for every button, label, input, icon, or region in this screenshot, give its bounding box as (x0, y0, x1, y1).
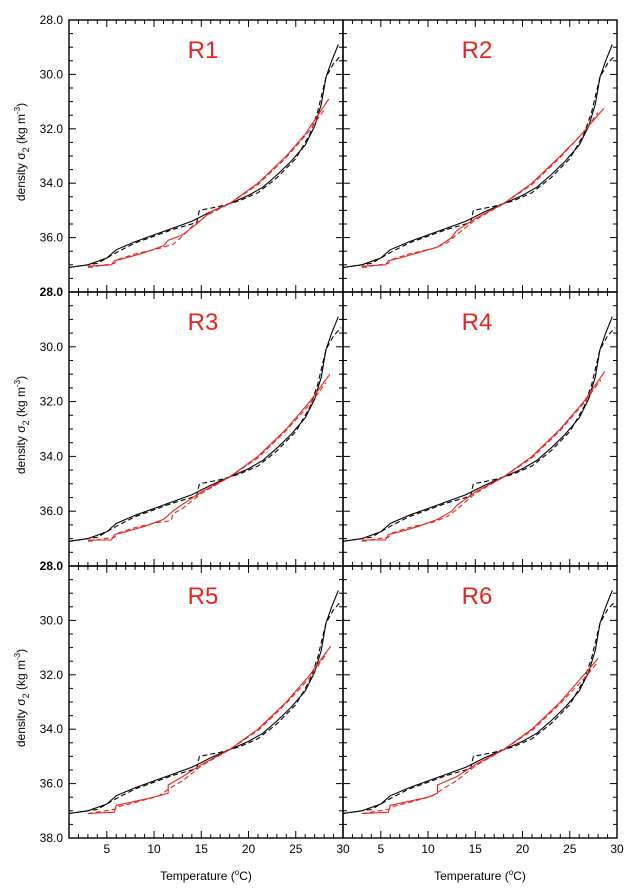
y-axis-title: density σ2 (kg m-3) (13, 649, 31, 747)
reference-dashed-line (343, 601, 616, 815)
panel-r5: R5 28.0 30.0 32.0 34.0 36.0 38.0 5 10 15 20 25 30 (40, 559, 350, 856)
model-dashed-line (361, 663, 597, 815)
panel-grid: R1 28.0 30.0 32.0 34.0 36.0 R2 R3 28.0 30.0 32.0 34… (40, 13, 624, 856)
y-tick-label: 34.0 (40, 176, 64, 190)
reference-solid-line (343, 316, 613, 542)
y-tick-label: 34.0 (40, 722, 64, 736)
y-axis-title: density σ2 (kg m-3) (13, 103, 31, 201)
x-tick-label: 30 (336, 842, 350, 856)
panel-title: R2 (462, 37, 493, 64)
y-tick-label: 36.0 (40, 231, 64, 245)
panel-r4: R4 (342, 291, 618, 567)
reference-dashed-line (69, 55, 342, 269)
panel-title: R1 (188, 37, 219, 64)
model-solid-line (361, 371, 606, 542)
x-tick-label: 10 (147, 842, 161, 856)
y-tick-label: 36.0 (40, 504, 64, 518)
x-tick-label: 25 (563, 842, 577, 856)
panel-r3: R3 28.0 30.0 32.0 34.0 36.0 (40, 285, 344, 567)
x-tick-label: 30 (610, 842, 624, 856)
x-tick-label: 15 (469, 842, 483, 856)
panel-title: R5 (188, 583, 219, 610)
y-tick-label: 30.0 (40, 340, 64, 354)
model-solid-line (87, 645, 332, 815)
model-solid-line (361, 658, 599, 815)
panel-title: R3 (188, 309, 219, 336)
reference-dashed-line (69, 327, 342, 542)
x-tick-label: 10 (421, 842, 435, 856)
reference-solid-line (69, 316, 339, 542)
x-tick-label: 5 (103, 842, 110, 856)
y-tick-label: 30.0 (40, 613, 64, 627)
model-solid-line (361, 108, 605, 269)
panel-title: R6 (462, 583, 493, 610)
model-solid-line (87, 373, 331, 542)
model-dashed-line (87, 382, 327, 542)
y-tick-label: 38.0 (40, 831, 64, 845)
x-tick-label: 20 (516, 842, 530, 856)
x-tick-label: 5 (377, 842, 384, 856)
model-dashed-line (87, 109, 325, 269)
x-tick-label: 20 (242, 842, 256, 856)
x-tick-label: 25 (289, 842, 303, 856)
y-tick-label: 36.0 (40, 777, 64, 791)
model-dashed-line (87, 652, 328, 815)
y-tick-label: 28.0 (40, 13, 64, 27)
reference-solid-line (69, 44, 339, 269)
axis-titles: Temperature (oC) Temperature (oC) density … (13, 103, 526, 883)
y-axis-title: density σ2 (kg m-3) (13, 376, 31, 474)
model-dashed-line (361, 112, 599, 269)
y-tick-label: 34.0 (40, 449, 64, 463)
reference-dashed-line (343, 327, 616, 542)
y-tick-label: 32.0 (40, 395, 64, 409)
y-tick-label: 32.0 (40, 668, 64, 682)
y-tick-label: 28.0 (40, 559, 64, 573)
model-dashed-line (361, 379, 602, 542)
panel-r2: R2 (342, 19, 618, 293)
x-axis-title: Temperature (oC) (160, 868, 252, 883)
reference-solid-line (343, 590, 613, 815)
y-tick-label: 32.0 (40, 122, 64, 136)
y-tick-label: 28.0 (40, 285, 64, 299)
y-tick-label: 30.0 (40, 67, 64, 81)
panel-r1: R1 28.0 30.0 32.0 34.0 36.0 (40, 13, 344, 293)
reference-solid-line (69, 590, 339, 815)
panel-title: R4 (462, 309, 493, 336)
x-axis-title: Temperature (oC) (434, 868, 526, 883)
reference-dashed-line (69, 601, 342, 815)
reference-dashed-line (343, 55, 616, 269)
panel-r6: R6 5 10 15 20 25 30 (342, 565, 624, 856)
model-solid-line (87, 98, 330, 269)
x-tick-label: 15 (195, 842, 209, 856)
reference-solid-line (343, 44, 613, 269)
